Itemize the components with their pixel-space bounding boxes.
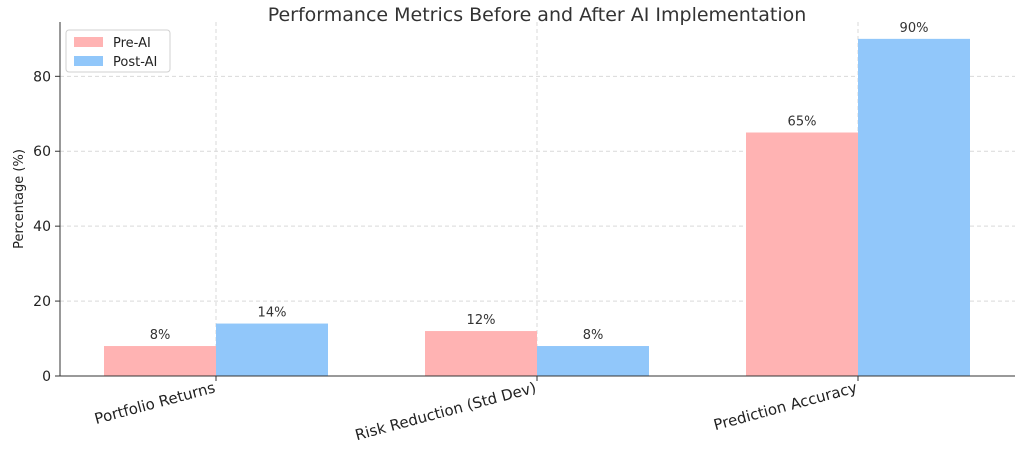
y-tick-label: 20 [33, 294, 51, 310]
bar-post-ai [537, 346, 649, 376]
legend-entry: Post-AI [113, 55, 157, 70]
y-tick-label: 60 [33, 144, 51, 160]
y-axis-label: Percentage (%) [12, 149, 27, 249]
y-tick-label: 0 [42, 369, 51, 385]
bars [104, 38, 970, 376]
bar-value-label: 14% [258, 306, 287, 321]
bar-pre-ai [746, 132, 858, 376]
x-ticks: Portfolio Returns Risk Reduction (Std Dev… [93, 376, 860, 444]
y-tick-label: 80 [33, 69, 51, 85]
chart-title: Performance Metrics Before and After AI … [268, 4, 807, 26]
bar-value-label: 12% [467, 313, 496, 328]
bar-post-ai [216, 323, 328, 376]
bar-pre-ai [425, 331, 537, 376]
y-ticks: 0 20 40 60 80 [33, 69, 60, 385]
legend-entry: Pre-AI [113, 36, 151, 51]
x-tick-label: Prediction Accuracy [712, 378, 860, 434]
bar-value-label: 65% [788, 115, 817, 130]
bar-pre-ai [104, 346, 216, 376]
bar-post-ai [858, 38, 970, 376]
x-tick-label: Risk Reduction (Std Dev) [353, 378, 538, 444]
legend-swatch [74, 56, 103, 66]
legend-swatch [74, 37, 103, 47]
bar-value-label: 8% [150, 328, 171, 343]
bar-value-label: 90% [900, 21, 929, 36]
x-tick-label: Portfolio Returns [93, 378, 218, 428]
y-tick-label: 40 [33, 219, 51, 235]
data-labels: 8% 12% 65% 14% 8% 90% [150, 21, 929, 343]
bar-value-label: 8% [583, 328, 604, 343]
legend: Pre-AI Post-AI [65, 29, 171, 73]
